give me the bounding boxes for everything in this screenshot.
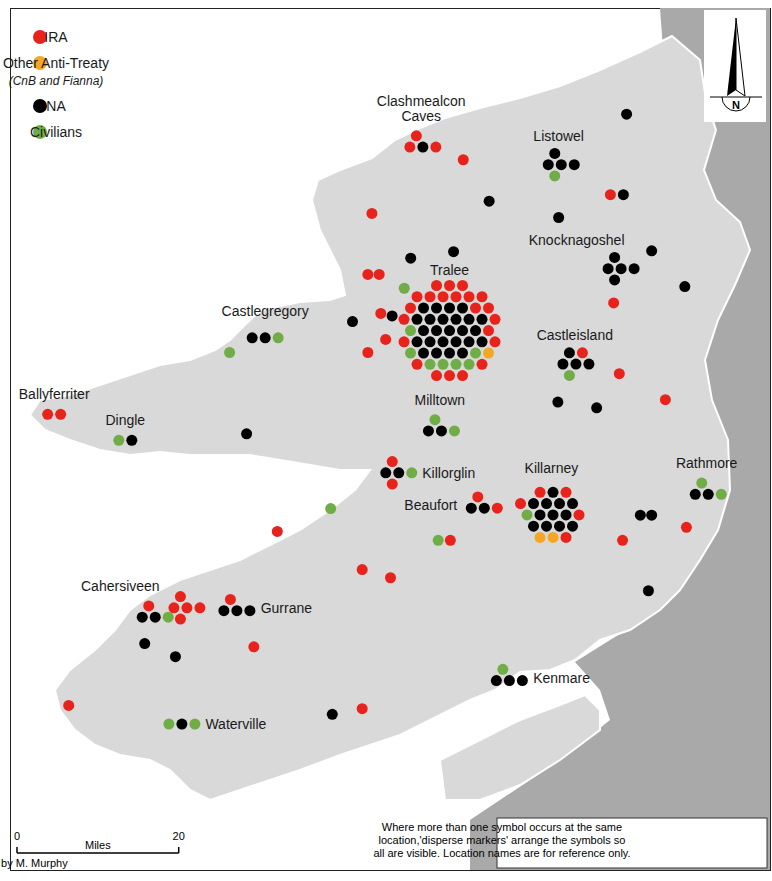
svg-text:Where more than one symbol occ: Where more than one symbol occurs at the… [382,821,622,833]
svg-text:Miles: Miles [85,839,111,851]
svg-text:Kenmare: Kenmare [533,670,590,686]
svg-text:Civilians: Civilians [30,124,82,140]
svg-text:Drawn by M. Murphy: Drawn by M. Murphy [0,857,68,869]
svg-text:Killarney: Killarney [525,460,579,476]
svg-text:all are visible. Location name: all are visible. Location names are for … [373,847,630,859]
svg-text:IRA: IRA [44,29,68,45]
svg-text:Castleisland: Castleisland [537,327,613,343]
svg-text:Beaufort: Beaufort [404,497,457,513]
svg-text:Dingle: Dingle [105,412,145,428]
svg-text:N: N [732,99,740,111]
svg-text:Waterville: Waterville [205,716,266,732]
svg-text:Ballyferriter: Ballyferriter [19,386,90,402]
svg-text:Cahersiveen: Cahersiveen [81,578,160,594]
svg-text:Milltown: Milltown [415,392,466,408]
svg-text:Other Anti-Treaty: Other Anti-Treaty [3,55,109,71]
svg-text:Killorglin: Killorglin [422,465,475,481]
svg-text:Gurrane: Gurrane [261,600,313,616]
svg-text:Listowel: Listowel [533,128,584,144]
svg-text:Tralee: Tralee [430,262,469,278]
svg-text:ClashmealconCaves: ClashmealconCaves [377,93,466,124]
svg-text:20: 20 [173,830,185,842]
svg-text:0: 0 [14,830,20,842]
svg-text:Knocknagoshel: Knocknagoshel [529,232,625,248]
svg-text:location,'disperse markers' ar: location,'disperse markers' arrange the … [379,834,626,846]
svg-text:Rathmore: Rathmore [676,455,738,471]
svg-text:NA: NA [46,98,66,114]
svg-text:(CnB and Fianna): (CnB and Fianna) [9,74,104,88]
svg-text:Castlegregory: Castlegregory [222,303,309,319]
